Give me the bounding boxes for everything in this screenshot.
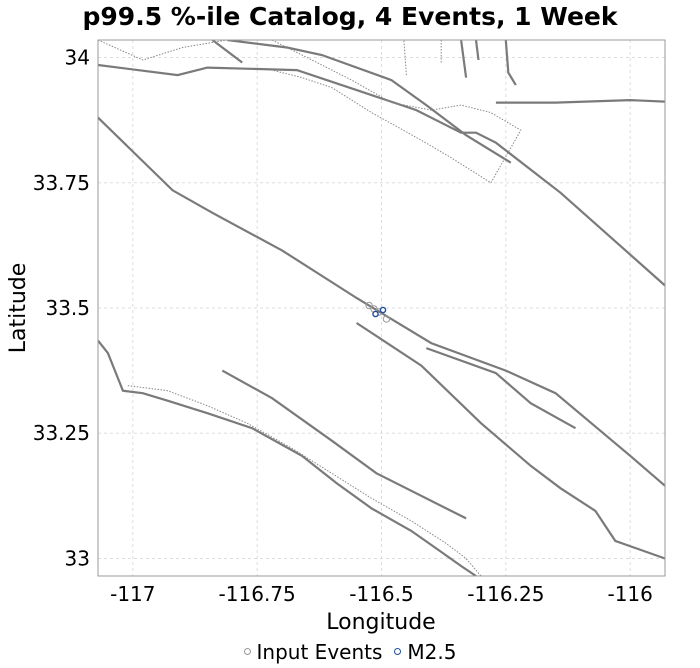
fault-trace-dotted <box>98 40 228 61</box>
fault-trace <box>227 40 512 164</box>
x-tick-label: -116.75 <box>219 582 296 606</box>
fault-trace <box>425 347 577 430</box>
event-point <box>382 315 391 323</box>
legend-item: Input Events <box>243 640 383 664</box>
event-points <box>365 301 391 323</box>
fault-trace-dotted <box>127 385 482 576</box>
tick-labels: -117 -116.75 -116.5 -116.25 -116 34 33.75 33.5 3… <box>33 46 653 606</box>
x-tick-label: -117 <box>110 582 155 606</box>
event-point <box>379 306 387 314</box>
y-tick-label: 33.25 <box>33 421 90 445</box>
x-tick-label: -116.25 <box>467 582 544 606</box>
legend-marker <box>243 648 251 655</box>
fault-trace <box>211 40 243 64</box>
fault-trace <box>495 98 665 104</box>
plot-frame <box>97 39 666 577</box>
fault-trace <box>98 63 665 287</box>
y-tick-label: 33.75 <box>33 171 90 195</box>
legend: Input Events M2.5 <box>0 640 700 664</box>
fault-trace <box>474 40 480 61</box>
fault-trace <box>98 116 665 487</box>
event-point <box>365 301 373 310</box>
legend-label: M2.5 <box>407 640 457 664</box>
y-tick-label: 34 <box>65 46 90 70</box>
fault-trace <box>504 40 517 86</box>
legend-marker <box>394 648 402 655</box>
event-point <box>372 310 379 318</box>
x-tick-label: -116.5 <box>349 582 413 606</box>
x-tick-label: -116 <box>607 582 652 606</box>
fault-trace <box>221 369 467 520</box>
chart-title: p99.5 %-ile Catalog, 4 Events, 1 Week <box>82 2 618 31</box>
y-tick-label: 33.5 <box>45 296 90 320</box>
legend-item: M2.5 <box>394 640 456 664</box>
fault-lines <box>98 40 665 576</box>
fault-trace-dotted <box>271 40 522 184</box>
fault-trace <box>355 322 665 560</box>
x-axis-label: Longitude <box>326 610 435 635</box>
legend-label: Input Events <box>256 640 383 664</box>
fault-trace <box>460 40 468 78</box>
y-tick-label: 33 <box>65 546 90 570</box>
fault-trace <box>98 339 477 576</box>
y-axis-label: Latitude <box>6 263 31 354</box>
